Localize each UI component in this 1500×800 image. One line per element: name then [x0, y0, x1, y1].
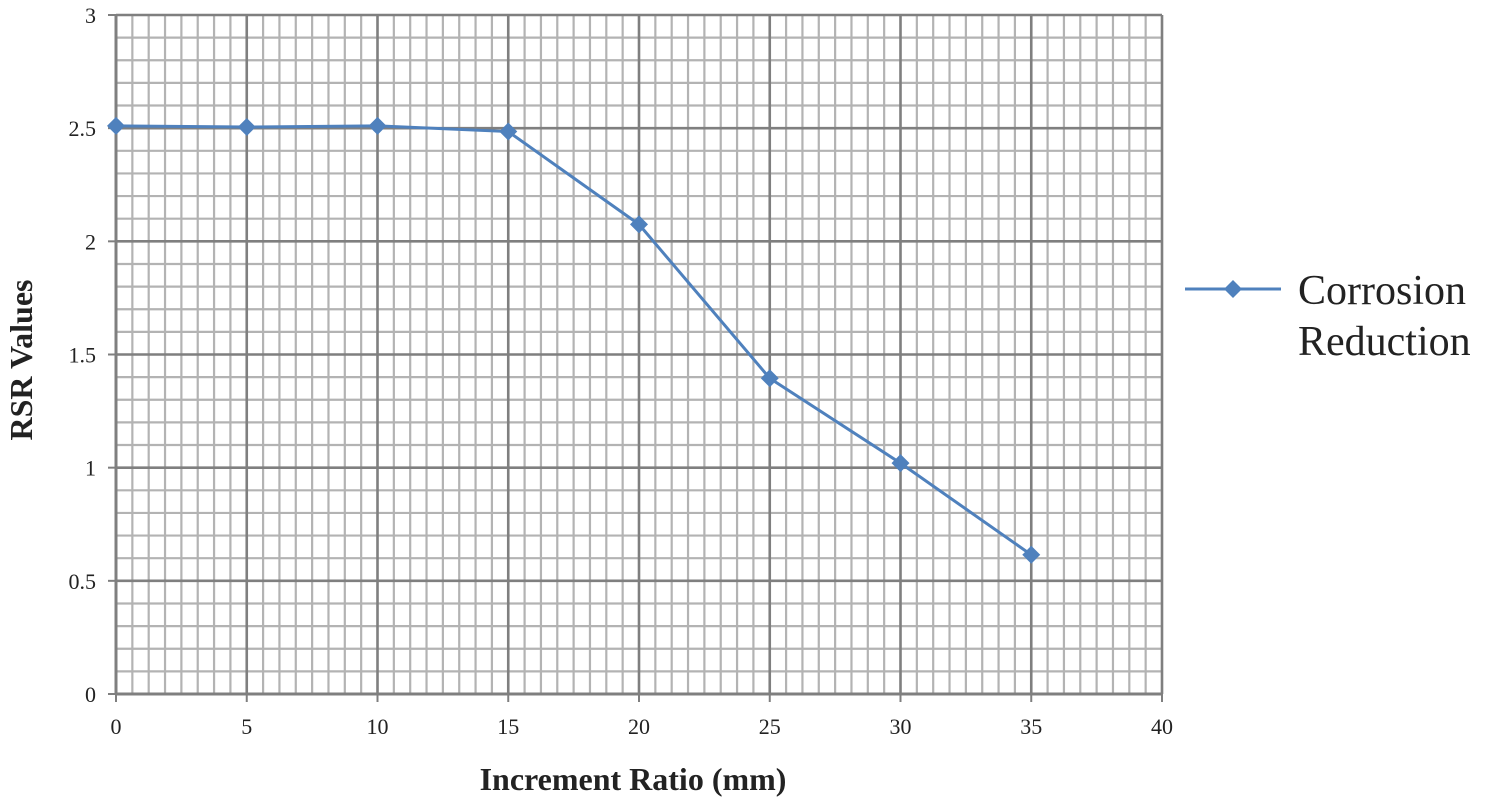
data-point-marker [499, 122, 518, 141]
y-axis-ticks: 0 0.5 1 1.5 2 2.5 3 [69, 3, 116, 707]
legend: Corrosion Reduction [1185, 268, 1471, 365]
data-point-marker [107, 116, 125, 135]
y-axis-title: RSR Values [3, 280, 39, 441]
data-point-marker [630, 215, 648, 234]
y-tick-label: 0 [85, 682, 96, 707]
data-point-marker [237, 118, 256, 137]
y-tick-label: 1.5 [69, 343, 97, 368]
legend-diamond-marker [1224, 280, 1242, 298]
legend-label-line-2: Reduction [1298, 319, 1471, 365]
x-axis-title: Increment Ratio (mm) [480, 761, 787, 797]
y-tick-label: 0.5 [69, 569, 97, 594]
x-tick-label: 30 [890, 714, 912, 739]
y-tick-label: 2.5 [69, 116, 97, 141]
data-point-marker [368, 116, 387, 135]
x-tick-label: 40 [1151, 714, 1173, 739]
data-point-marker [760, 369, 779, 388]
y-tick-label: 1 [85, 456, 96, 481]
major-gridlines [114, 13, 1164, 696]
x-tick-label: 5 [241, 714, 252, 739]
x-tick-label: 0 [111, 714, 122, 739]
x-tick-label: 35 [1020, 714, 1042, 739]
data-point-marker [1022, 545, 1041, 564]
series-line [115, 124, 1033, 557]
x-tick-label: 10 [367, 714, 389, 739]
y-tick-label: 2 [85, 229, 96, 254]
y-tick-label: 3 [85, 3, 96, 28]
legend-label-line-1: Corrosion [1298, 268, 1466, 314]
x-tick-label: 15 [497, 714, 519, 739]
series-layer [107, 116, 1041, 564]
x-tick-label: 25 [759, 714, 781, 739]
x-axis-ticks: 0 5 10 15 20 25 30 35 40 [111, 694, 1173, 739]
x-tick-label: 20 [628, 714, 650, 739]
data-point-marker [891, 454, 910, 473]
